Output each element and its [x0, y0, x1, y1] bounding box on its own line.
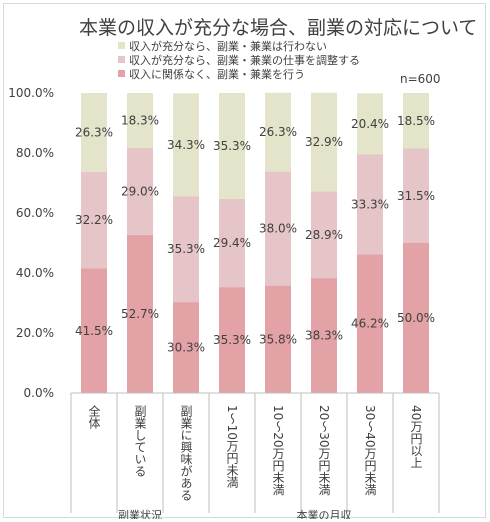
bar-segment — [127, 234, 153, 393]
data-label: 41.5% — [75, 324, 113, 338]
bar-segment — [357, 93, 383, 155]
data-label: 28.9% — [305, 228, 343, 242]
data-label: 18.3% — [121, 113, 159, 127]
legend-swatch-0 — [118, 42, 125, 49]
group-label: 本業の月収 — [297, 508, 352, 519]
bar-segment — [173, 196, 199, 303]
category-label: 全体 — [87, 404, 101, 430]
y-tick-label: 20.0% — [16, 326, 54, 340]
data-label: 38.0% — [259, 222, 297, 236]
legend-label-0: 収入が充分なら、副業・兼業は行わない — [129, 39, 327, 53]
data-label: 32.9% — [305, 135, 343, 149]
category-label: 10～20万円未満 — [271, 405, 285, 496]
data-label: 35.3% — [213, 139, 251, 153]
data-label: 35.3% — [213, 333, 251, 347]
data-label: 33.3% — [351, 197, 389, 211]
sample-size-note: n=600 — [400, 72, 441, 86]
data-label: 32.2% — [75, 213, 113, 227]
bar-segment — [81, 93, 107, 172]
y-tick-label: 0.0% — [24, 386, 55, 400]
y-tick-label: 100.0% — [8, 86, 54, 100]
bar-segment — [219, 93, 245, 199]
data-label: 34.3% — [167, 138, 205, 152]
category-label: 副業に興味がある — [179, 405, 193, 501]
data-label: 50.0% — [397, 311, 435, 325]
data-label: 29.4% — [213, 236, 251, 250]
y-tick-label: 80.0% — [16, 146, 54, 160]
data-label: 52.7% — [121, 307, 159, 321]
bar-segment — [219, 198, 245, 288]
bar-segment — [403, 93, 429, 149]
bar-segment — [265, 92, 291, 172]
bar-segment — [403, 148, 429, 243]
data-label: 18.5% — [397, 114, 435, 128]
category-label: 30～40万円未満 — [363, 405, 377, 496]
bar-segment — [81, 171, 107, 269]
category-label: 40万円以上 — [409, 405, 423, 468]
data-label: 29.0% — [121, 184, 159, 198]
bar-segment — [265, 285, 291, 393]
bar-segment — [127, 147, 153, 235]
data-label: 31.5% — [397, 189, 435, 203]
legend-swatch-2 — [118, 70, 125, 77]
y-tick-label: 60.0% — [16, 206, 54, 220]
legend: 収入が充分なら、副業・兼業は行わない収入が充分なら、副業・兼業の仕事を調整する収… — [118, 39, 360, 81]
legend-swatch-1 — [118, 56, 125, 63]
bar-segment — [81, 268, 107, 393]
category-label: 20～30万円未満 — [317, 405, 331, 496]
bar-segment — [357, 154, 383, 255]
data-label: 26.3% — [75, 125, 113, 139]
category-label: 副業している — [133, 405, 147, 477]
data-label: 20.4% — [351, 117, 389, 131]
bar-segment — [173, 302, 199, 393]
data-label: 38.3% — [305, 329, 343, 343]
data-label: 35.3% — [167, 242, 205, 256]
legend-label-1: 収入が充分なら、副業・兼業の仕事を調整する — [129, 53, 360, 67]
data-label: 35.8% — [259, 332, 297, 346]
data-label: 46.2% — [351, 317, 389, 331]
bar-segment — [311, 92, 337, 192]
bar-segment — [219, 287, 245, 393]
bar-segment — [403, 243, 429, 393]
legend-label-2: 収入に関係なく、副業・兼業を行う — [129, 68, 305, 81]
bar-segment — [311, 278, 337, 393]
bar-segment — [127, 93, 153, 148]
plot-area: 0.0% 20.0% 40.0% 60.0% 80.0% 100.0% 41.5% 32.2%… — [8, 86, 440, 519]
chart-svg: 本業の収入が充分な場合、副業の対応について 収入が充分なら、副業・兼業は行わない… — [8, 17, 477, 519]
category-label: 1～10万円未満 — [225, 405, 239, 488]
bar-segment — [265, 171, 291, 286]
bar-segment — [357, 254, 383, 393]
data-label: 26.3% — [259, 125, 297, 139]
chart-title: 本業の収入が充分な場合、副業の対応について — [79, 17, 477, 39]
group-label: 副業状況 — [118, 508, 162, 519]
bar-segment — [173, 93, 199, 197]
data-label: 30.3% — [167, 341, 205, 355]
y-tick-label: 40.0% — [16, 266, 54, 280]
bar-segment — [311, 191, 337, 279]
chart-container: 本業の収入が充分な場合、副業の対応について 収入が充分なら、副業・兼業は行わない… — [3, 3, 486, 519]
